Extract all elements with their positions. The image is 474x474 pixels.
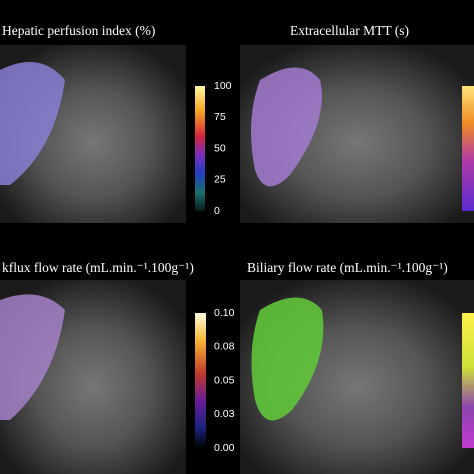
- colorbar: [195, 86, 205, 211]
- colorbar-tick-label: 50: [214, 142, 226, 154]
- panel-title: Extracellular MTT (s): [290, 23, 409, 38]
- liver-overlay: [251, 67, 322, 187]
- liver-overlay: [0, 294, 65, 420]
- colorbar-tick-label: 0.10: [214, 307, 235, 319]
- panel-title: Biliary flow rate (mL.min.⁻¹.100g⁻¹): [247, 260, 448, 275]
- colorbar-tick-label: 75: [214, 111, 226, 123]
- panel-title: Hepatic perfusion index (%): [2, 23, 155, 38]
- colorbar-tick-label: 0.08: [214, 341, 235, 353]
- colorbar-tick-label: 0.03: [214, 408, 235, 420]
- panel-title: kflux flow rate (mL.min.⁻¹.100g⁻¹): [2, 260, 194, 275]
- colorbar: [462, 86, 474, 211]
- colorbar-tick-label: 0.05: [214, 374, 235, 386]
- liver-overlay: [251, 297, 324, 421]
- colorbar: [195, 313, 206, 448]
- colorbar-tick-label: 0: [214, 205, 220, 217]
- liver-overlay: [0, 62, 65, 185]
- colorbar-tick-label: 100: [214, 80, 232, 92]
- colorbar-tick-label: 25: [214, 174, 226, 186]
- colorbar-tick-label: 0.00: [214, 442, 235, 454]
- colorbar: [462, 313, 474, 448]
